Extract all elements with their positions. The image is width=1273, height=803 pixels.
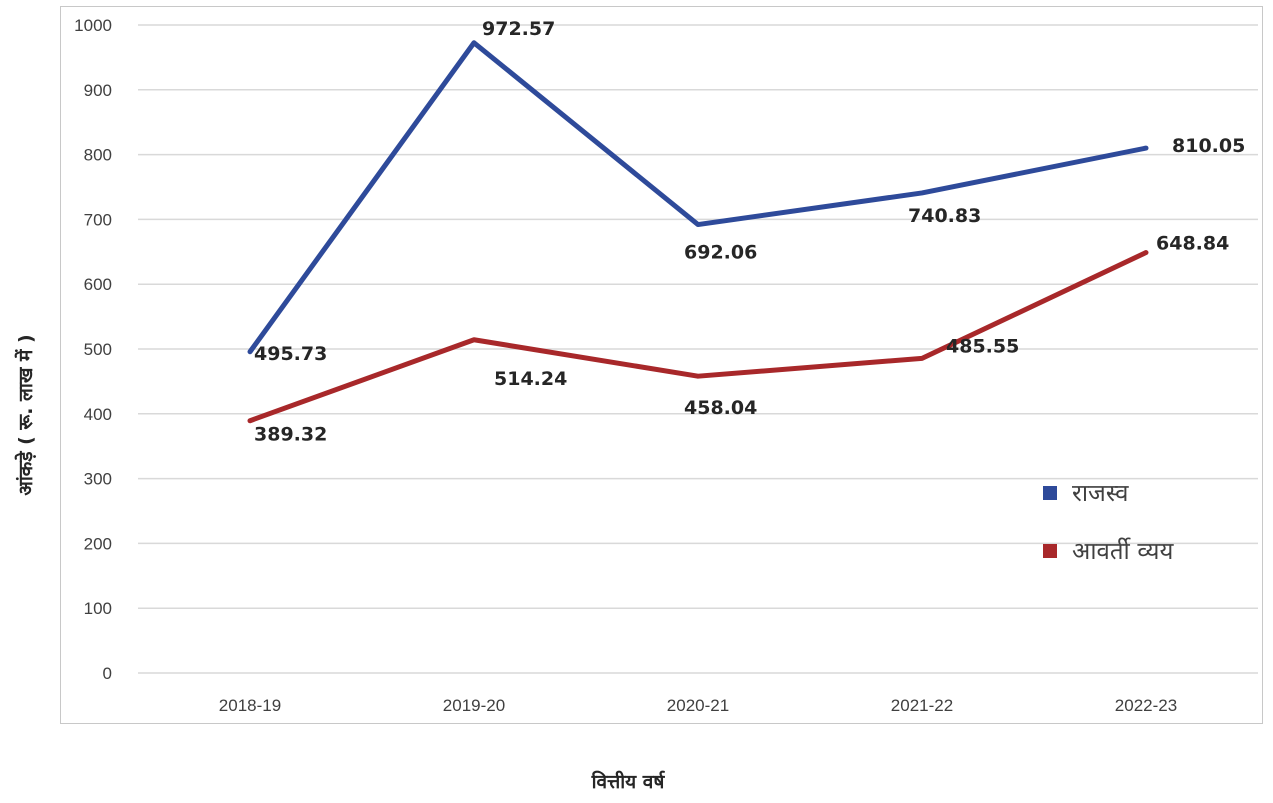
y-tick-label: 400: [84, 405, 112, 424]
y-tick-label: 700: [84, 210, 112, 229]
y-tick-label: 300: [84, 470, 112, 489]
series-line-1: [247, 40, 1149, 355]
y-tick-label: 800: [84, 146, 112, 165]
x-axis-ticks: 2018-19 2019-20 2020-21 2021-22 2022-23: [219, 696, 1177, 715]
x-tick-label: 2022-23: [1115, 696, 1177, 715]
legend: राजस्व आवर्ती व्यय: [1043, 479, 1175, 565]
y-axis-ticks: 0 100 200 300 400 500 600 700 800 900 1000: [74, 16, 112, 683]
data-labels: 495.73 972.57 692.06 740.83 810.05 389.32 514.…: [254, 18, 1245, 446]
data-label: 740.83: [908, 205, 981, 227]
legend-swatch-1: [1043, 486, 1057, 500]
y-tick-label: 1000: [74, 16, 112, 35]
data-label: 485.55: [946, 335, 1019, 357]
y-axis-title: आंकड़े ( रू. लाख में ): [14, 334, 37, 495]
gridlines: [138, 24, 1258, 674]
data-label: 692.06: [684, 242, 757, 264]
x-tick-label: 2020-21: [667, 696, 729, 715]
data-label: 458.04: [684, 397, 757, 419]
data-label: 648.84: [1156, 233, 1229, 255]
data-label: 495.73: [254, 343, 327, 365]
x-tick-label: 2021-22: [891, 696, 953, 715]
series-lines: [247, 40, 1149, 424]
x-axis-title: वित्तीय वर्ष: [591, 770, 666, 793]
y-tick-label: 200: [84, 534, 112, 553]
legend-label: आवर्ती व्यय: [1072, 537, 1175, 565]
x-tick-label: 2018-19: [219, 696, 281, 715]
legend-swatch-2: [1043, 544, 1057, 558]
y-tick-label: 600: [84, 275, 112, 294]
data-label: 389.32: [254, 424, 327, 446]
y-tick-label: 900: [84, 81, 112, 100]
y-tick-label: 500: [84, 340, 112, 359]
data-label: 810.05: [1172, 135, 1245, 157]
series-line-2: [247, 250, 1149, 424]
y-tick-label: 0: [103, 664, 112, 683]
x-tick-label: 2019-20: [443, 696, 505, 715]
chart-frame: [60, 6, 1263, 724]
y-tick-label: 100: [84, 599, 112, 618]
data-label: 972.57: [482, 18, 555, 40]
data-label: 514.24: [494, 368, 567, 390]
legend-label: राजस्व: [1072, 479, 1129, 507]
